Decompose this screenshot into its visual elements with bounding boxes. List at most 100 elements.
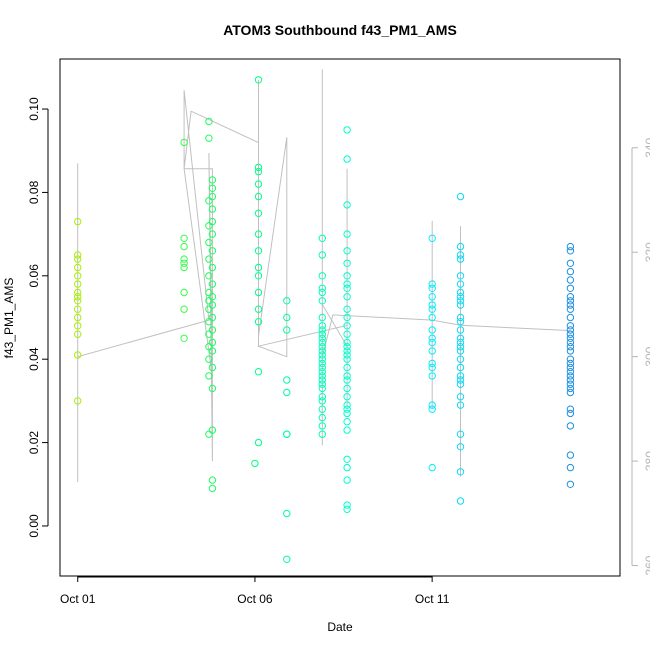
data-point <box>456 393 465 401</box>
data-point <box>208 184 217 193</box>
data-point <box>343 347 351 355</box>
data-point <box>318 393 326 401</box>
data-point <box>456 401 465 409</box>
data-point <box>428 234 436 243</box>
data-point <box>318 330 326 338</box>
data-point <box>566 305 575 313</box>
secondary-y-axis: 260 280 300 320 340 <box>631 137 650 576</box>
data-point <box>566 267 575 276</box>
data-point <box>180 234 188 243</box>
data-point <box>456 326 465 334</box>
data-point <box>74 288 82 297</box>
data-point <box>428 313 436 322</box>
data-point <box>456 272 465 280</box>
data-point <box>205 255 213 263</box>
data-point <box>74 322 82 330</box>
data-point <box>428 347 436 355</box>
data-point <box>343 305 351 313</box>
data-point <box>208 247 217 255</box>
data-point <box>456 280 465 288</box>
data-point <box>428 338 436 347</box>
data-point <box>74 280 82 288</box>
scatter-points <box>74 76 575 563</box>
data-point <box>428 463 436 472</box>
data-point <box>566 376 575 384</box>
data-point <box>208 484 217 493</box>
data-point <box>74 305 82 313</box>
data-point <box>318 251 326 259</box>
data-point <box>566 338 575 347</box>
data-point <box>208 384 217 393</box>
data-point <box>456 338 465 347</box>
data-point <box>254 209 263 218</box>
data-point <box>180 305 188 313</box>
data-point <box>318 413 326 422</box>
data-point <box>254 288 263 297</box>
data-point <box>318 363 326 372</box>
data-point <box>566 322 575 330</box>
secondary-tick-label: 280 <box>643 451 650 471</box>
data-point <box>428 305 436 313</box>
data-point <box>343 405 351 413</box>
data-point <box>180 138 188 147</box>
y-tick-label: 0.06 <box>27 264 41 288</box>
data-point <box>566 334 575 342</box>
data-point <box>318 359 326 368</box>
data-point <box>180 255 188 263</box>
data-point <box>343 393 351 401</box>
data-point <box>456 347 465 355</box>
data-point <box>343 505 351 513</box>
data-point <box>343 272 351 280</box>
data-point <box>566 384 575 393</box>
data-point <box>343 476 351 484</box>
data-point <box>180 242 188 251</box>
data-point <box>318 372 326 380</box>
x-axis: Oct 01 Oct 06 Oct 11 <box>60 576 450 606</box>
data-point <box>180 334 188 342</box>
data-point <box>205 272 213 280</box>
data-point <box>74 217 82 226</box>
data-point <box>343 418 351 426</box>
data-point <box>566 380 575 388</box>
data-point <box>205 305 213 313</box>
data-point <box>283 509 291 518</box>
data-point <box>456 313 465 322</box>
data-point <box>566 276 575 284</box>
data-point <box>566 368 575 376</box>
data-point <box>283 555 291 563</box>
data-point <box>343 259 351 267</box>
data-point <box>343 463 351 472</box>
data-point <box>318 351 326 359</box>
data-point <box>254 305 263 313</box>
data-point <box>428 301 436 309</box>
secondary-series-line <box>77 69 571 482</box>
data-point <box>456 288 465 297</box>
data-point <box>566 463 575 472</box>
y-tick-label: 0.02 <box>27 431 41 455</box>
data-point <box>566 347 575 355</box>
data-point <box>343 355 351 363</box>
data-point <box>456 355 465 363</box>
data-point <box>566 372 575 380</box>
data-point <box>318 368 326 376</box>
data-point <box>428 401 436 409</box>
data-point <box>254 318 263 326</box>
data-point <box>254 230 263 238</box>
chart-title: ATOM3 Southbound f43_PM1_AMS <box>223 22 457 38</box>
data-point <box>208 363 217 372</box>
data-point <box>283 326 291 334</box>
secondary-tick-label: 340 <box>643 137 650 157</box>
data-point <box>74 255 82 263</box>
data-point <box>283 430 291 438</box>
data-point <box>254 438 263 447</box>
data-point <box>318 234 326 243</box>
data-point <box>205 134 213 142</box>
data-point <box>208 347 217 355</box>
data-point <box>74 263 82 272</box>
data-point <box>205 330 213 338</box>
data-point <box>428 359 436 368</box>
data-point <box>566 359 575 368</box>
data-point <box>205 430 213 438</box>
data-point <box>456 497 465 505</box>
